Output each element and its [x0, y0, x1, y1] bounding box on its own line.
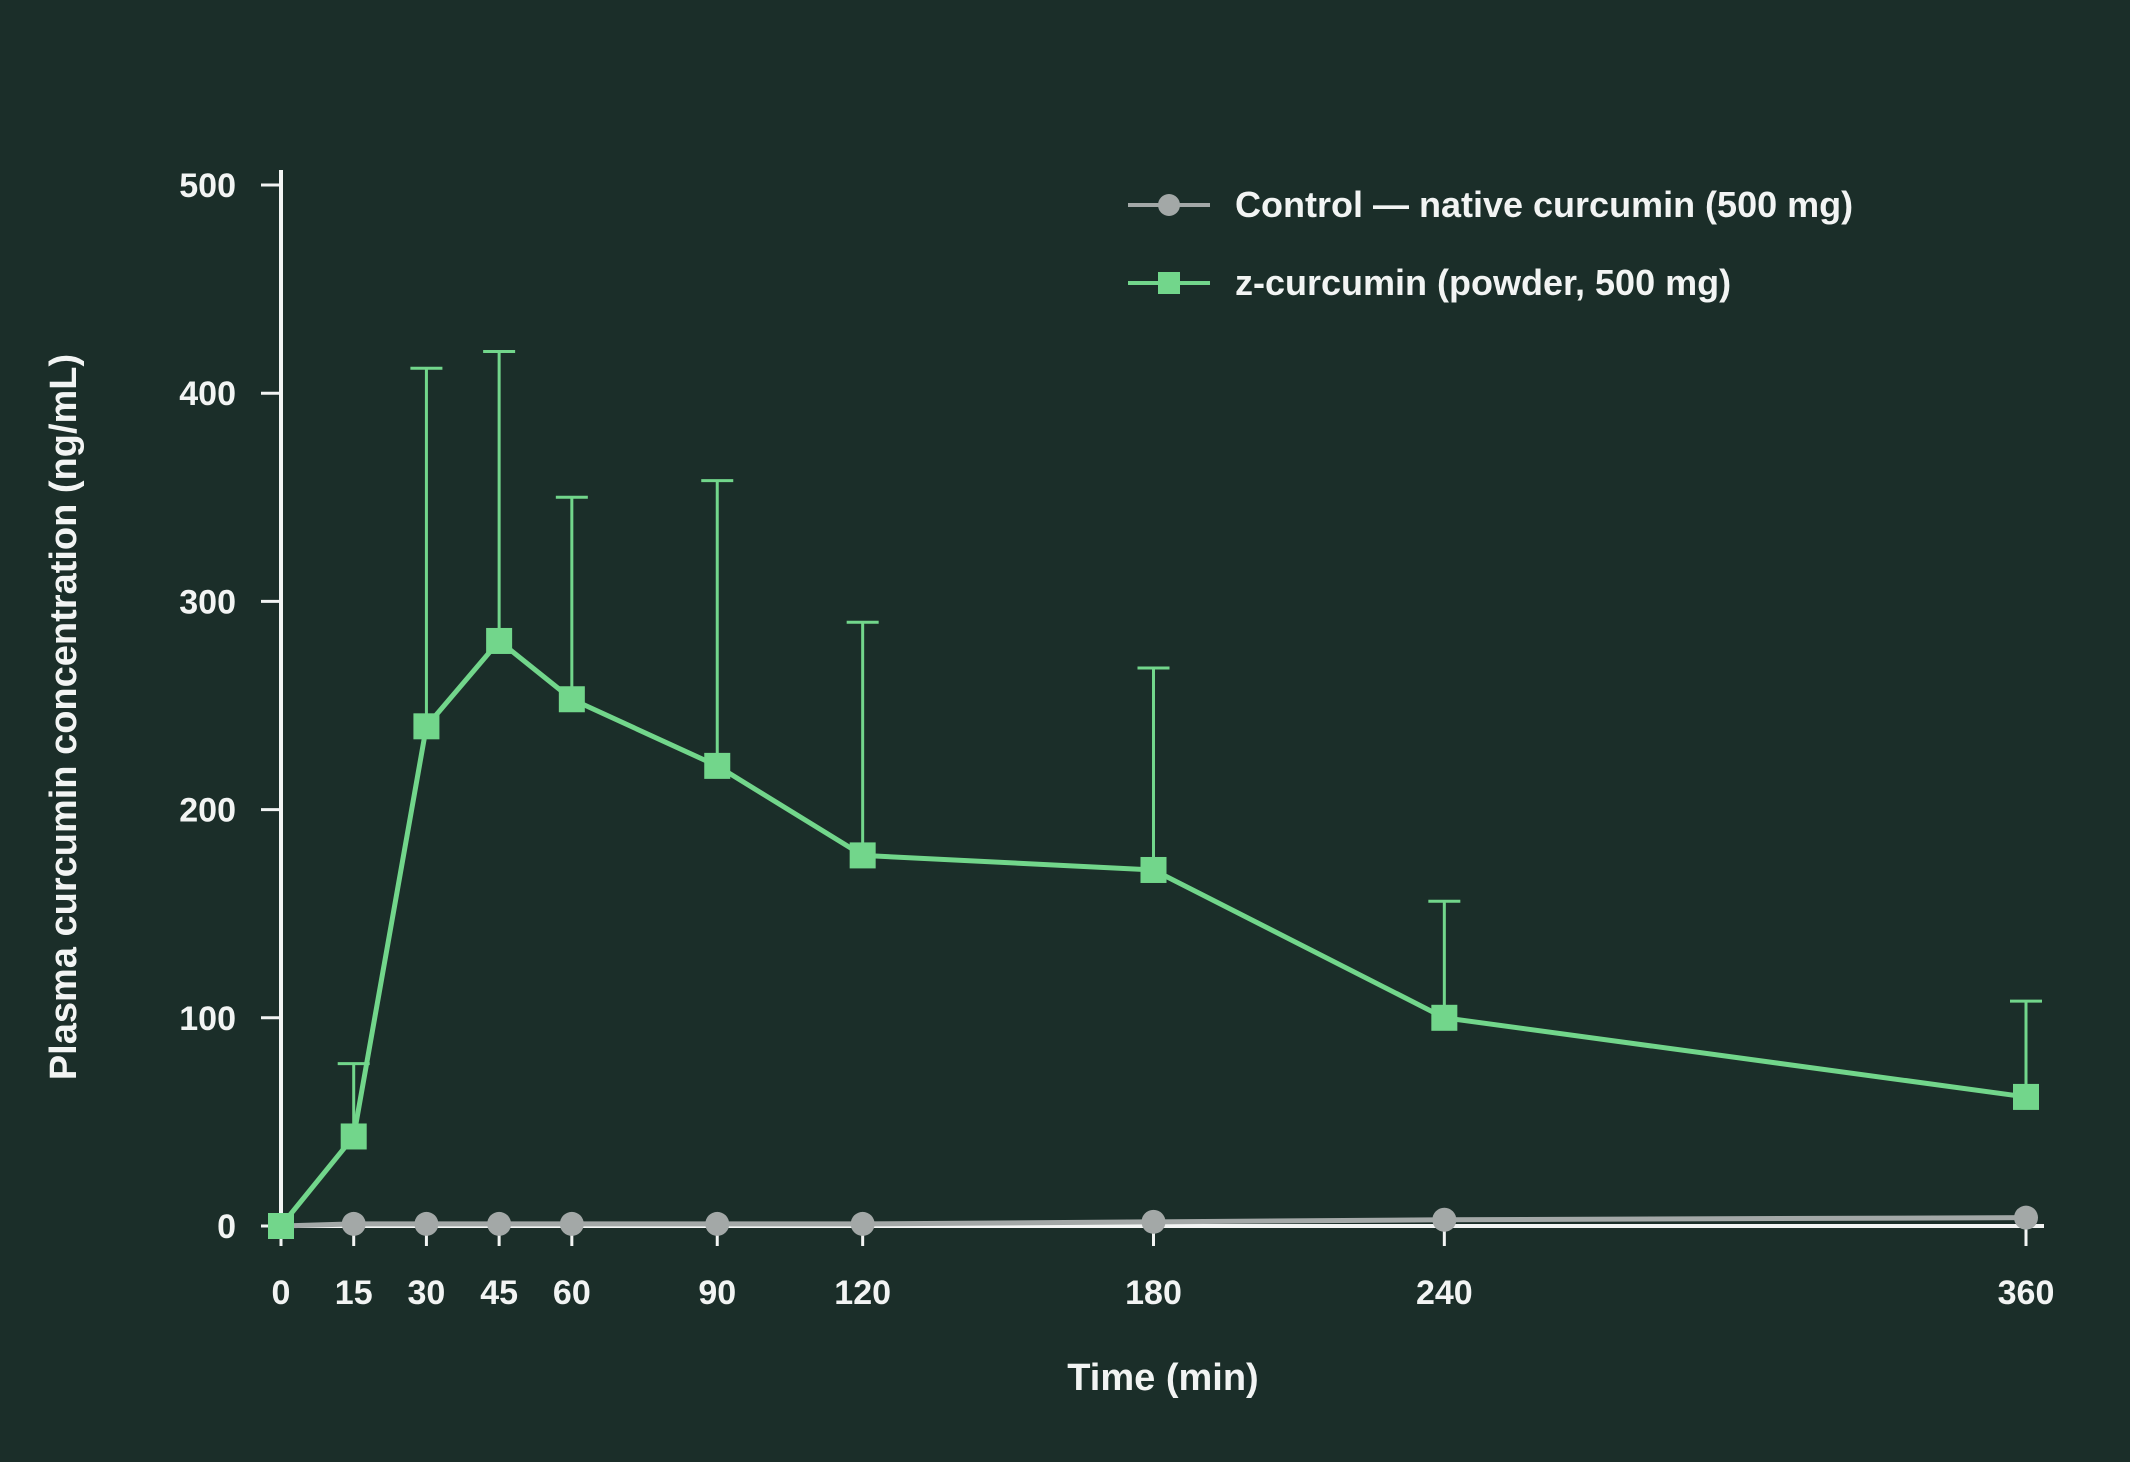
- y-tick-label: 100: [179, 1000, 236, 1038]
- x-tick-label: 180: [1125, 1274, 1182, 1312]
- data-point: [341, 1211, 366, 1236]
- y-tick-label: 300: [179, 583, 236, 621]
- data-point: [705, 1211, 730, 1236]
- series-control: [269, 1205, 2038, 1238]
- x-tick-label: 360: [1998, 1274, 2055, 1312]
- series-line: [280, 1215, 2027, 1229]
- data-point: [268, 1213, 294, 1239]
- x-tick-label: 90: [698, 1274, 736, 1312]
- legend-item-control: Control — native curcumin (500 mg): [1128, 184, 1853, 225]
- x-tick-label: 0: [272, 1274, 291, 1312]
- y-axis-ticks: 0 100 200 300 400 500: [179, 167, 281, 1246]
- x-tick-label: 15: [335, 1274, 373, 1312]
- data-point: [850, 1211, 875, 1236]
- x-tick-label: 60: [553, 1274, 591, 1312]
- legend-label-control: Control — native curcumin (500 mg): [1235, 184, 1853, 225]
- x-tick-label: 30: [408, 1274, 446, 1312]
- data-point: [1431, 1004, 1458, 1031]
- series-layer: [268, 350, 2042, 1239]
- data-point: [2014, 1205, 2038, 1230]
- data-point: [487, 1211, 512, 1236]
- x-axis-ticks: 0 15 30 45 60 90 120 180 240 360: [272, 1226, 2055, 1312]
- axes: [279, 170, 2044, 1228]
- data-point: [1140, 856, 1167, 883]
- data-point: [1141, 1209, 1166, 1234]
- data-point: [849, 842, 876, 869]
- y-tick-label: 200: [179, 792, 236, 830]
- series-line: [279, 638, 2027, 1228]
- data-point: [1432, 1207, 1457, 1232]
- y-axis-title: Plasma curcumin concentration (ng/mL): [43, 354, 85, 1080]
- legend-item-zcurcumin: z-curcumin (powder, 500 mg): [1128, 262, 1731, 303]
- data-point: [340, 1123, 367, 1150]
- legend-label-zcurcumin: z-curcumin (powder, 500 mg): [1235, 262, 1731, 303]
- data-point: [558, 686, 585, 713]
- legend: Control — native curcumin (500 mg) z-cur…: [1128, 184, 1853, 303]
- data-point: [414, 1211, 439, 1236]
- data-point: [2013, 1083, 2039, 1110]
- series-zcurcumin: [268, 350, 2042, 1239]
- x-tick-label: 240: [1416, 1274, 1473, 1312]
- data-point: [704, 752, 731, 779]
- data-point: [559, 1211, 584, 1236]
- legend-swatch-zcurcumin-marker: [1158, 272, 1180, 294]
- y-tick-label: 0: [217, 1208, 236, 1246]
- legend-swatch-control-marker: [1158, 194, 1180, 216]
- y-tick-label: 500: [179, 167, 236, 205]
- data-point: [486, 627, 513, 654]
- data-point: [413, 713, 440, 740]
- x-tick-label: 120: [834, 1274, 891, 1312]
- y-tick-label: 400: [179, 375, 236, 413]
- x-axis-title: Time (min): [1067, 1357, 1258, 1399]
- x-tick-label: 45: [480, 1274, 518, 1312]
